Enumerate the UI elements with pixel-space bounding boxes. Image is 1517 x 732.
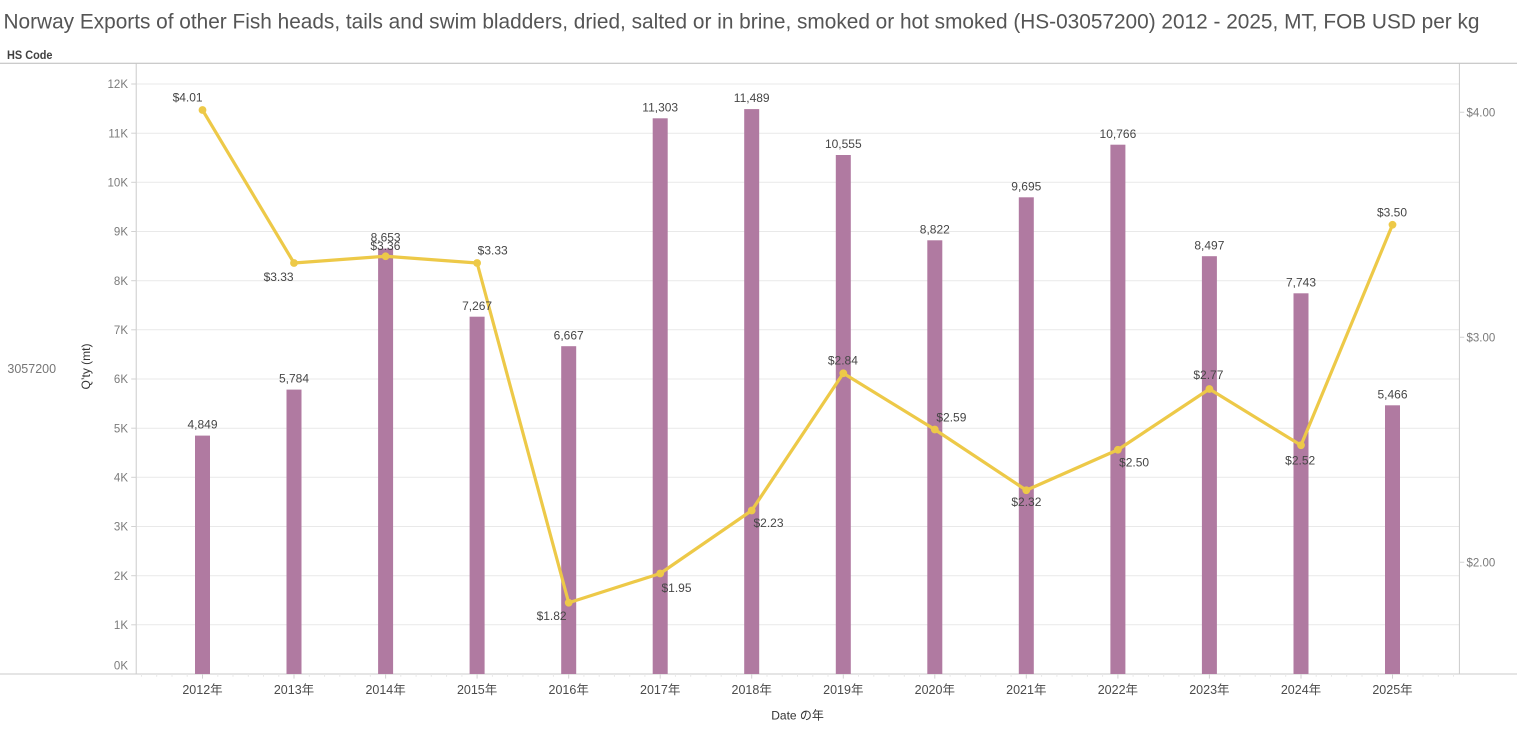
svg-text:$2.77: $2.77 [1193, 368, 1223, 382]
svg-text:8K: 8K [114, 276, 128, 288]
svg-text:2021年: 2021年 [1006, 683, 1046, 697]
svg-text:8,653: 8,653 [371, 231, 401, 245]
svg-text:$2.00: $2.00 [1467, 557, 1496, 569]
svg-text:$2.23: $2.23 [753, 516, 783, 530]
svg-text:2018年: 2018年 [732, 683, 772, 697]
svg-text:10,766: 10,766 [1100, 127, 1137, 141]
svg-text:Norway Exports of other Fish h: Norway Exports of other Fish heads, tail… [4, 11, 1480, 34]
svg-text:$2.50: $2.50 [1119, 456, 1149, 470]
svg-text:2K: 2K [114, 571, 128, 583]
svg-text:2023年: 2023年 [1189, 683, 1229, 697]
svg-text:$3.36: $3.36 [370, 239, 400, 253]
svg-text:Q’ty (mt): Q’ty (mt) [79, 344, 93, 390]
svg-text:2019年: 2019年 [823, 683, 863, 697]
svg-text:$2.59: $2.59 [936, 410, 966, 424]
svg-text:6,667: 6,667 [554, 328, 584, 342]
svg-text:10,555: 10,555 [825, 137, 862, 151]
svg-text:8,822: 8,822 [920, 222, 950, 236]
svg-text:$4.01: $4.01 [173, 91, 203, 105]
svg-text:11,489: 11,489 [734, 91, 770, 105]
svg-text:8,497: 8,497 [1194, 238, 1224, 252]
svg-text:6K: 6K [114, 374, 128, 386]
svg-text:5,466: 5,466 [1377, 387, 1407, 401]
svg-text:7,267: 7,267 [462, 299, 492, 313]
svg-text:10K: 10K [108, 177, 129, 189]
svg-text:5K: 5K [114, 423, 128, 435]
svg-text:$3.33: $3.33 [264, 270, 294, 284]
svg-text:2015年: 2015年 [457, 683, 497, 697]
svg-text:2016年: 2016年 [549, 683, 589, 697]
svg-text:7K: 7K [114, 325, 128, 337]
svg-text:5,784: 5,784 [279, 372, 309, 386]
svg-text:2014年: 2014年 [365, 683, 405, 697]
svg-text:$3.00: $3.00 [1467, 332, 1496, 344]
svg-text:2025年: 2025年 [1372, 683, 1412, 697]
svg-text:$2.84: $2.84 [828, 354, 858, 368]
svg-text:$4.00: $4.00 [1467, 107, 1496, 119]
svg-text:$3.33: $3.33 [478, 244, 508, 258]
svg-text:4K: 4K [114, 472, 128, 484]
svg-text:2017年: 2017年 [640, 683, 680, 697]
svg-text:Date の年: Date の年 [771, 709, 824, 723]
svg-text:HS Code: HS Code [7, 48, 53, 62]
svg-text:2020年: 2020年 [915, 683, 955, 697]
svg-text:4,849: 4,849 [187, 418, 217, 432]
svg-text:3057200: 3057200 [7, 362, 56, 376]
svg-text:$1.95: $1.95 [661, 581, 691, 595]
svg-text:2022年: 2022年 [1098, 683, 1138, 697]
svg-text:2012年: 2012年 [182, 683, 222, 697]
svg-text:1K: 1K [114, 620, 128, 632]
svg-text:$2.52: $2.52 [1285, 454, 1315, 468]
svg-text:2013年: 2013年 [274, 683, 314, 697]
svg-text:9,695: 9,695 [1011, 179, 1041, 193]
svg-text:11K: 11K [108, 128, 128, 140]
svg-text:0K: 0K [114, 661, 128, 673]
svg-text:2024年: 2024年 [1281, 683, 1321, 697]
svg-text:12K: 12K [108, 79, 129, 91]
svg-text:$3.50: $3.50 [1377, 205, 1407, 219]
svg-text:11,303: 11,303 [642, 100, 678, 114]
svg-text:7,743: 7,743 [1286, 275, 1316, 289]
svg-text:$1.82: $1.82 [537, 609, 567, 623]
svg-text:3K: 3K [114, 522, 128, 534]
svg-text:9K: 9K [114, 227, 128, 239]
svg-text:$2.32: $2.32 [1011, 495, 1041, 509]
